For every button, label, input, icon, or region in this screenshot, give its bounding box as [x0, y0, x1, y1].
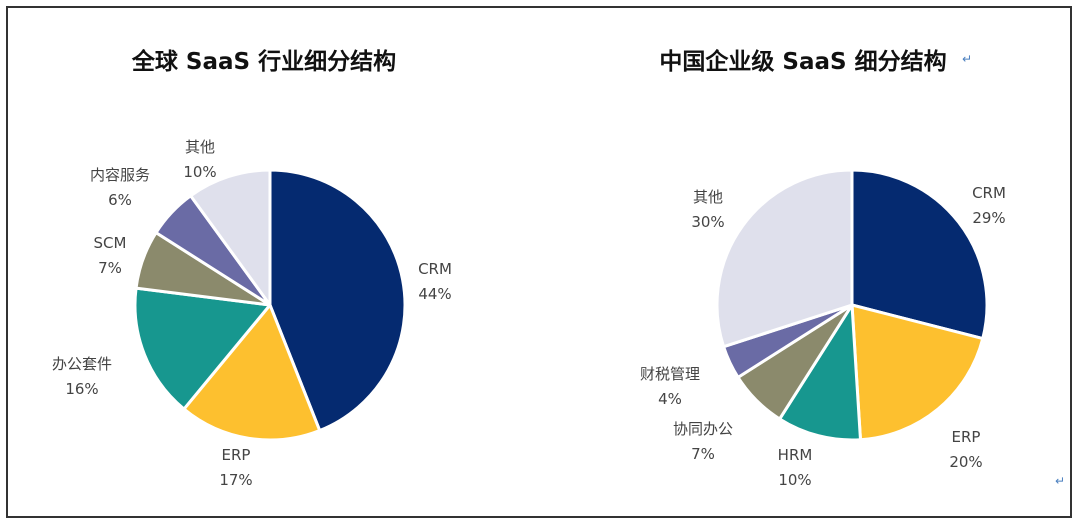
return-mark-title: ↵ [962, 52, 973, 66]
pie-china-value-label-2: 10% [778, 471, 811, 489]
pie-china-category-label-1: ERP [952, 428, 981, 446]
pie-china-slice-0 [850, 168, 989, 341]
pie-global [133, 168, 407, 442]
return-mark-corner: ↵ [1055, 474, 1066, 488]
pie-global-labels: CRM 44% ERP 17% 办公套件 16% SCM 7% 内容服务 6% 其他 10% [52, 138, 452, 489]
pie-china-value-label-1: 20% [949, 453, 982, 471]
pie-china [715, 168, 989, 442]
chart-title-china: 中国企业级 SaaS 细分结构 [659, 48, 946, 75]
pie-china-value-label-4: 4% [658, 390, 682, 408]
pie-china-category-label-2: HRM [778, 446, 813, 464]
pie-china-category-label-5: 其他 [693, 188, 723, 206]
pie-global-slice-0 [268, 168, 407, 433]
pie-china-value-label-5: 30% [691, 213, 724, 231]
pie-global-category-label-5: 其他 [185, 138, 215, 156]
pie-global-category-label-4: 内容服务 [90, 166, 150, 184]
figure-frame [6, 6, 1072, 518]
pie-global-value-label-1: 17% [219, 471, 252, 489]
pie-global-slice-5 [189, 168, 272, 307]
pie-china-value-label-3: 7% [691, 445, 715, 463]
pie-china-slice-1 [850, 303, 985, 442]
pie-china-category-label-0: CRM [972, 184, 1006, 202]
pie-global-value-label-4: 6% [108, 191, 132, 209]
pie-china-category-label-3: 协同办公 [673, 420, 733, 438]
pie-global-category-label-0: CRM [418, 260, 452, 278]
pie-china-slice-2 [778, 303, 862, 442]
pie-global-value-label-3: 7% [98, 259, 122, 277]
pie-global-slice-2 [133, 286, 272, 411]
pie-china-value-label-0: 29% [972, 209, 1005, 227]
chart-title-global: 全球 SaaS 行业细分结构 [131, 48, 396, 75]
pie-global-value-label-2: 16% [65, 380, 98, 398]
pie-global-value-label-5: 10% [183, 163, 216, 181]
pie-china-category-label-4: 财税管理 [640, 365, 700, 383]
pie-global-value-label-0: 44% [418, 285, 451, 303]
pie-global-category-label-3: SCM [94, 234, 127, 252]
pie-global-category-label-2: 办公套件 [52, 355, 112, 373]
pie-china-slice-5 [715, 168, 854, 349]
pie-global-category-label-1: ERP [222, 446, 251, 464]
pie-global-slice-1 [182, 303, 322, 442]
pie-china-labels: CRM 29% ERP 20% HRM 10% 协同办公 7% 财税管理 4% 其他 30% [640, 184, 1006, 489]
